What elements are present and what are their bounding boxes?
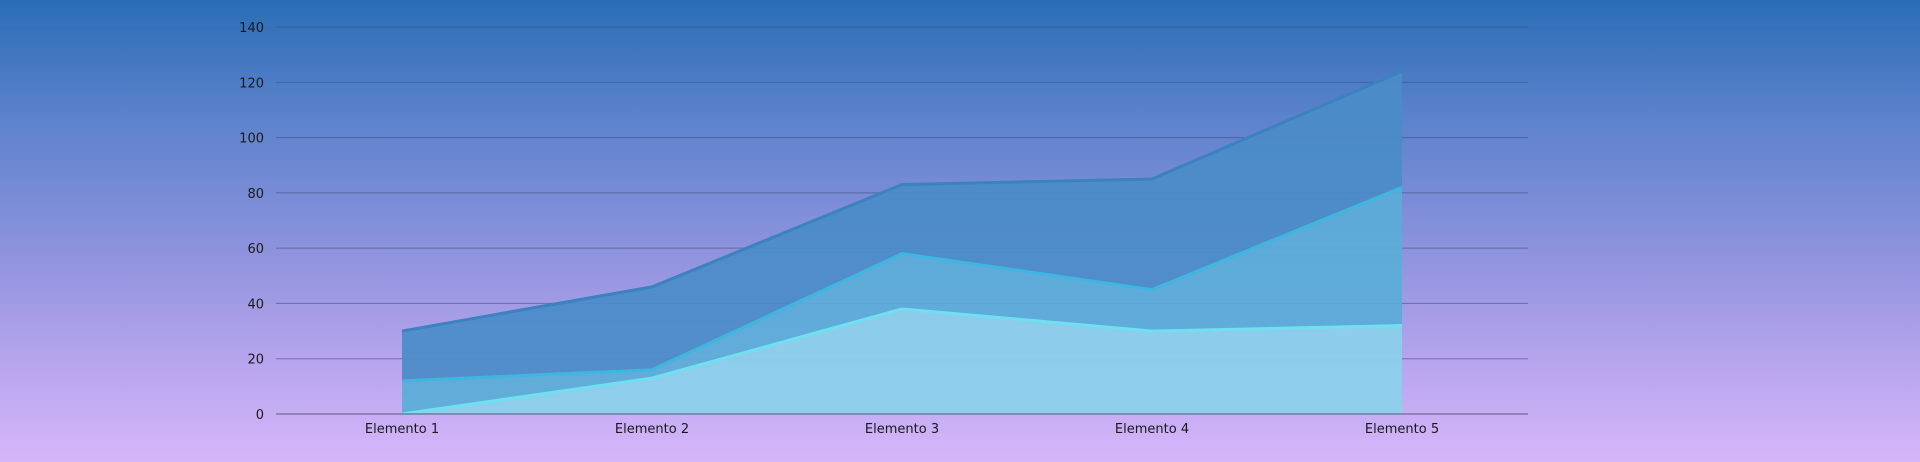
series-line-3 (401, 69, 1403, 333)
y-tick-label: 0 (256, 408, 264, 423)
y-tick-label: 80 (247, 187, 264, 202)
y-tick-label: 40 (247, 297, 264, 312)
y-tick-label: 120 (239, 76, 264, 91)
area-series-3 (402, 71, 1402, 381)
area-series (401, 69, 1403, 416)
area-series-1 (402, 308, 1402, 414)
y-tick-label: 140 (239, 21, 264, 36)
x-tick-label: Elemento 3 (865, 422, 939, 437)
y-tick-label: 20 (247, 353, 264, 368)
area-series-2 (402, 187, 1402, 414)
series-line-2 (401, 185, 1403, 383)
x-tick-label: Elemento 5 (1365, 422, 1439, 437)
series-line-1 (401, 307, 1403, 416)
x-tick-label: Elemento 2 (615, 422, 689, 437)
y-tick-label: 100 (239, 132, 264, 147)
x-tick-label: Elemento 1 (365, 422, 439, 437)
x-tick-label: Elemento 4 (1115, 422, 1189, 437)
y-tick-label: 60 (247, 242, 264, 257)
axes: 0 20 40 60 80 100 120 140 Elemento 1 Elemento 2 El… (239, 21, 1528, 437)
